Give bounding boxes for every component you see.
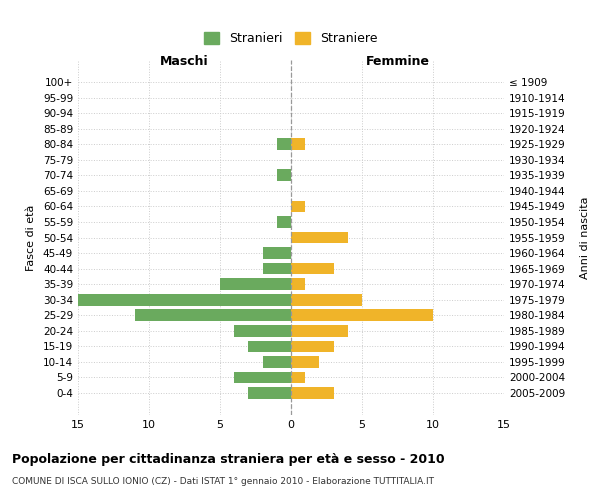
Text: Popolazione per cittadinanza straniera per età e sesso - 2010: Popolazione per cittadinanza straniera p… [12, 452, 445, 466]
Bar [291, 294, 362, 306]
Bar [291, 310, 433, 321]
Bar [291, 138, 305, 150]
Bar [291, 232, 348, 243]
Bar [291, 325, 348, 336]
Y-axis label: Anni di nascita: Anni di nascita [580, 196, 589, 279]
Bar [291, 356, 319, 368]
Bar [291, 372, 305, 384]
Bar [248, 387, 291, 399]
Bar [78, 294, 291, 306]
Bar [220, 278, 291, 290]
Bar [263, 247, 291, 259]
Bar [277, 216, 291, 228]
Bar [291, 200, 305, 212]
Bar [291, 263, 334, 274]
Bar [291, 278, 305, 290]
Bar [234, 372, 291, 384]
Text: Maschi: Maschi [160, 55, 209, 68]
Text: Femmine: Femmine [365, 55, 430, 68]
Text: COMUNE DI ISCA SULLO IONIO (CZ) - Dati ISTAT 1° gennaio 2010 - Elaborazione TUTT: COMUNE DI ISCA SULLO IONIO (CZ) - Dati I… [12, 478, 434, 486]
Bar [263, 356, 291, 368]
Bar [248, 340, 291, 352]
Bar [135, 310, 291, 321]
Bar [291, 340, 334, 352]
Legend: Stranieri, Straniere: Stranieri, Straniere [199, 27, 383, 50]
Y-axis label: Fasce di età: Fasce di età [26, 204, 36, 270]
Bar [234, 325, 291, 336]
Bar [277, 138, 291, 150]
Bar [263, 263, 291, 274]
Bar [277, 170, 291, 181]
Bar [291, 387, 334, 399]
